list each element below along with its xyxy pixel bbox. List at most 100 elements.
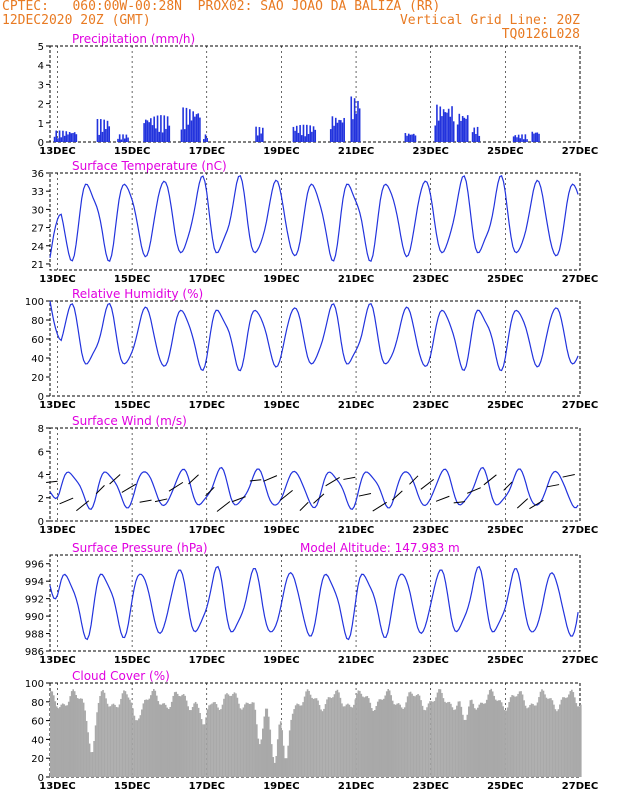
- cloud-bar: [284, 758, 286, 777]
- cloud-bar: [188, 710, 191, 777]
- y-tick-label: 36: [31, 169, 44, 180]
- precip-frame: [49, 45, 581, 143]
- y-tick-label: 0: [38, 392, 44, 403]
- precip-bar: [180, 129, 183, 142]
- cloud-bar: [403, 707, 406, 777]
- x-tick-label: 17DEC: [189, 781, 225, 792]
- cloud-bar: [444, 701, 446, 777]
- x-tick-label: 13DEC: [39, 400, 75, 411]
- cloud-bar: [112, 703, 115, 777]
- wind-arrow: [59, 497, 74, 505]
- cloud-bar: [369, 702, 372, 777]
- precip-bar: [407, 133, 410, 142]
- precip-bar: [183, 129, 186, 142]
- wind-panel: 0 2 4 6 8 13DEC 15DEC 17DEC 19DEC 21DEC 23DEC 25DEC…: [38, 414, 599, 536]
- cloud-bar: [235, 693, 237, 777]
- precip-bar: [312, 126, 315, 142]
- cloud-bar: [521, 694, 524, 777]
- cloud-bar: [344, 706, 346, 777]
- cloud-bar: [202, 724, 204, 777]
- cloud-bar: [239, 708, 242, 777]
- cloud-bar: [126, 694, 128, 777]
- cloud-bar: [418, 695, 421, 777]
- cloud-bar: [424, 710, 427, 777]
- pres-line: [49, 565, 579, 641]
- cloud-bar: [330, 698, 333, 777]
- cloud-bar: [254, 709, 257, 777]
- precip-bar: [439, 106, 442, 142]
- cloud-bar: [226, 693, 228, 777]
- cloud-bar: [484, 703, 487, 777]
- x-tick-label: 21DEC: [338, 655, 374, 666]
- cloud-bar: [273, 762, 276, 777]
- cloud-bar: [144, 699, 146, 777]
- cloud-bar: [408, 692, 410, 777]
- cloud-bar: [569, 691, 572, 777]
- cloud-title: Cloud Cover (%): [72, 669, 170, 683]
- wind-arrow: [453, 501, 466, 504]
- precip-bar: [404, 133, 407, 142]
- x-tick-label: 15DEC: [114, 781, 150, 792]
- x-tick-label: 17DEC: [189, 274, 225, 285]
- cloud-bar: [190, 710, 192, 777]
- cloud-bar: [411, 693, 413, 777]
- precip-bar: [58, 130, 61, 142]
- precip-bar: [514, 135, 517, 142]
- cloud-bar: [466, 714, 469, 777]
- cloud-bar: [347, 703, 349, 777]
- precip-bar: [331, 116, 334, 142]
- precip-bar: [189, 109, 191, 142]
- x-tick-label: 25DEC: [487, 400, 523, 411]
- cloud-bar: [293, 709, 295, 777]
- cloud-bar: [158, 704, 161, 777]
- cloud-bar: [314, 698, 316, 777]
- cloud-bar: [54, 701, 57, 777]
- cloud-bar: [263, 716, 266, 777]
- precip-bar: [343, 117, 345, 142]
- cloud-bar: [353, 704, 355, 777]
- cloud-bar: [509, 697, 512, 777]
- cloud-bar: [160, 704, 163, 777]
- cloud-bar: [324, 704, 327, 777]
- cloud-bar: [454, 709, 457, 777]
- cloud-bar: [533, 705, 536, 777]
- cloud-bar: [245, 702, 248, 777]
- cloud-bar: [288, 730, 291, 777]
- x-tick-label: 17DEC: [189, 655, 225, 666]
- y-tick-label: 80: [31, 698, 44, 709]
- y-tick-label: 994: [25, 577, 44, 588]
- cloud-bar: [257, 738, 260, 777]
- precip-bar: [144, 119, 147, 142]
- precip-bar: [333, 125, 335, 142]
- precip-bar: [411, 134, 413, 142]
- cloud-bar: [191, 706, 194, 777]
- precip-bar: [122, 134, 124, 142]
- cloud-bar: [560, 699, 563, 777]
- x-tick-label: 21DEC: [338, 146, 374, 157]
- precip-bar: [165, 128, 167, 142]
- cloud-bar: [535, 705, 537, 777]
- precip-bar: [314, 129, 317, 142]
- cloud-bar: [260, 739, 263, 777]
- cloud-bar: [544, 694, 546, 777]
- x-tick-label: 25DEC: [487, 146, 523, 157]
- cloud-bar: [491, 691, 494, 777]
- cloud-bar: [61, 703, 64, 777]
- cloud-bar: [448, 701, 451, 777]
- cloud-bar: [373, 709, 376, 777]
- cloud-bar: [151, 691, 154, 777]
- pres-title: Surface Pressure (hPa): [72, 541, 208, 555]
- cloud-bar: [123, 690, 125, 777]
- header-model: TQ0126L028: [501, 27, 580, 42]
- cloud-bar: [148, 698, 151, 777]
- cloud-bar: [67, 701, 70, 777]
- cloud-bar: [184, 695, 186, 777]
- precip-bar: [187, 124, 189, 142]
- precip-bar: [353, 98, 356, 142]
- cloud-bar: [530, 703, 533, 777]
- cloud-bar: [487, 694, 490, 777]
- precip-bar: [204, 134, 207, 142]
- precip-bar: [203, 139, 205, 142]
- cloud-bar: [169, 707, 172, 777]
- cloud-bar: [370, 708, 373, 777]
